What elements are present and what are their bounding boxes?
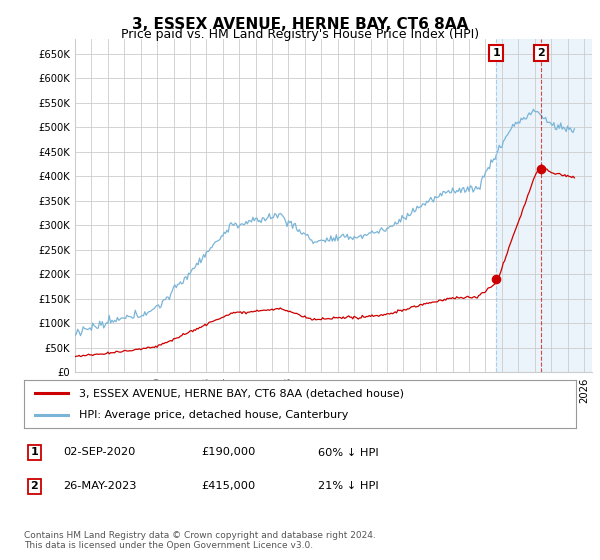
Point <box>491 275 501 284</box>
Text: 3, ESSEX AVENUE, HERNE BAY, CT6 8AA: 3, ESSEX AVENUE, HERNE BAY, CT6 8AA <box>132 17 468 32</box>
Point <box>536 165 546 174</box>
Text: 02-SEP-2020: 02-SEP-2020 <box>63 447 136 458</box>
Text: 2: 2 <box>31 481 38 491</box>
Bar <box>496 39 592 372</box>
Text: 26-MAY-2023: 26-MAY-2023 <box>63 481 137 491</box>
Text: 2: 2 <box>538 48 545 58</box>
Text: Contains HM Land Registry data © Crown copyright and database right 2024.
This d: Contains HM Land Registry data © Crown c… <box>24 531 376 550</box>
Text: 21% ↓ HPI: 21% ↓ HPI <box>318 481 379 491</box>
Text: £190,000: £190,000 <box>201 447 256 458</box>
Text: 3, ESSEX AVENUE, HERNE BAY, CT6 8AA (detached house): 3, ESSEX AVENUE, HERNE BAY, CT6 8AA (det… <box>79 388 404 398</box>
Text: 1: 1 <box>31 447 38 458</box>
Text: £415,000: £415,000 <box>201 481 255 491</box>
Text: 60% ↓ HPI: 60% ↓ HPI <box>318 447 379 458</box>
Text: HPI: Average price, detached house, Canterbury: HPI: Average price, detached house, Cant… <box>79 410 349 421</box>
Text: 1: 1 <box>493 48 500 58</box>
Text: Price paid vs. HM Land Registry's House Price Index (HPI): Price paid vs. HM Land Registry's House … <box>121 28 479 41</box>
